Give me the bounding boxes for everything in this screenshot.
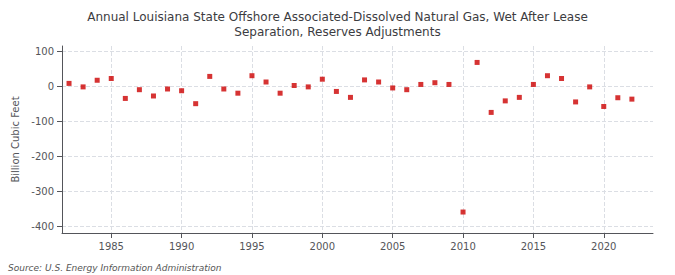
svg-text:2010: 2010	[450, 241, 475, 252]
svg-text:0: 0	[48, 81, 54, 92]
svg-text:2020: 2020	[591, 241, 616, 252]
svg-text:Separation, Reserves Adjustmen: Separation, Reserves Adjustments	[234, 25, 440, 39]
svg-text:-300: -300	[31, 186, 54, 197]
svg-text:2005: 2005	[380, 241, 405, 252]
svg-text:1995: 1995	[239, 241, 264, 252]
svg-text:100: 100	[35, 46, 54, 57]
svg-text:Billion Cubic Feet: Billion Cubic Feet	[10, 96, 21, 182]
svg-text:Source: U.S. Energy Informatio: Source: U.S. Energy Information Administ…	[8, 263, 222, 273]
svg-text:2000: 2000	[310, 241, 335, 252]
svg-text:2015: 2015	[521, 241, 546, 252]
svg-text:1985: 1985	[99, 241, 124, 252]
svg-text:-200: -200	[31, 151, 54, 162]
svg-text:-100: -100	[31, 116, 54, 127]
svg-text:Annual Louisiana State Offshor: Annual Louisiana State Offshore Associat…	[87, 10, 588, 24]
svg-text:1990: 1990	[169, 241, 194, 252]
svg-text:-400: -400	[31, 221, 54, 232]
